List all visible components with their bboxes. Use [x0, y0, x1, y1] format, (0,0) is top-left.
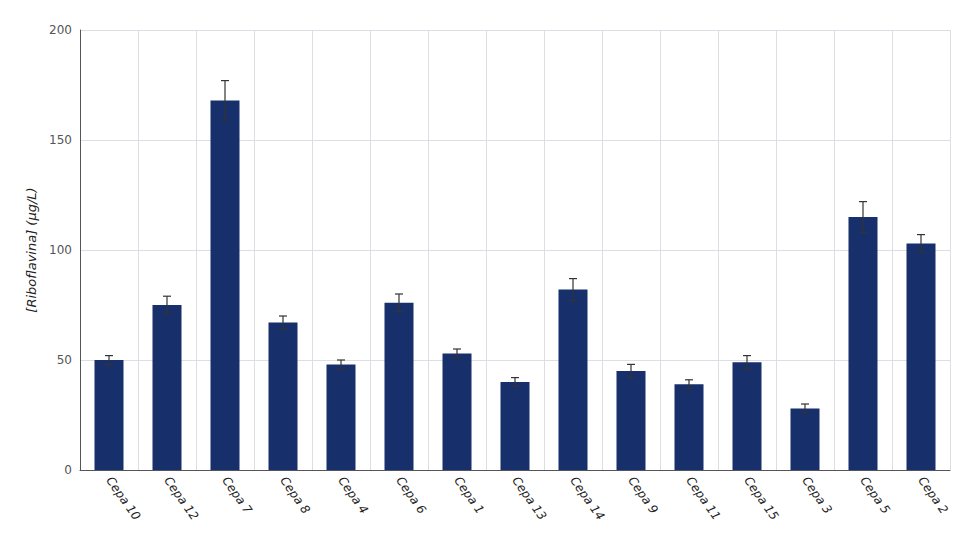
svg-text:Cepa 14: Cepa 14	[567, 474, 607, 523]
svg-text:[Riboflavina] (µg/L): [Riboflavina] (µg/L)	[24, 187, 39, 312]
svg-text:Cepa 1: Cepa 1	[451, 474, 487, 517]
svg-text:Cepa 5: Cepa 5	[857, 474, 893, 517]
svg-text:Cepa 2: Cepa 2	[915, 474, 951, 517]
svg-text:0: 0	[64, 463, 72, 477]
svg-text:Cepa 11: Cepa 11	[683, 474, 723, 523]
svg-text:150: 150	[49, 133, 72, 147]
svg-text:Cepa 8: Cepa 8	[277, 474, 313, 517]
svg-text:100: 100	[49, 243, 72, 257]
svg-text:Cepa 15: Cepa 15	[741, 474, 781, 523]
svg-text:Cepa 4: Cepa 4	[335, 474, 371, 517]
svg-text:Cepa 7: Cepa 7	[219, 474, 255, 517]
svg-text:Cepa 13: Cepa 13	[509, 474, 549, 523]
svg-text:Cepa 10: Cepa 10	[103, 474, 143, 523]
svg-text:50: 50	[57, 353, 72, 367]
svg-text:Cepa 3: Cepa 3	[799, 474, 835, 517]
svg-text:Cepa 12: Cepa 12	[161, 474, 201, 523]
svg-text:Cepa 9: Cepa 9	[625, 474, 661, 517]
svg-text:200: 200	[49, 23, 72, 37]
svg-text:Cepa 6: Cepa 6	[393, 474, 429, 517]
